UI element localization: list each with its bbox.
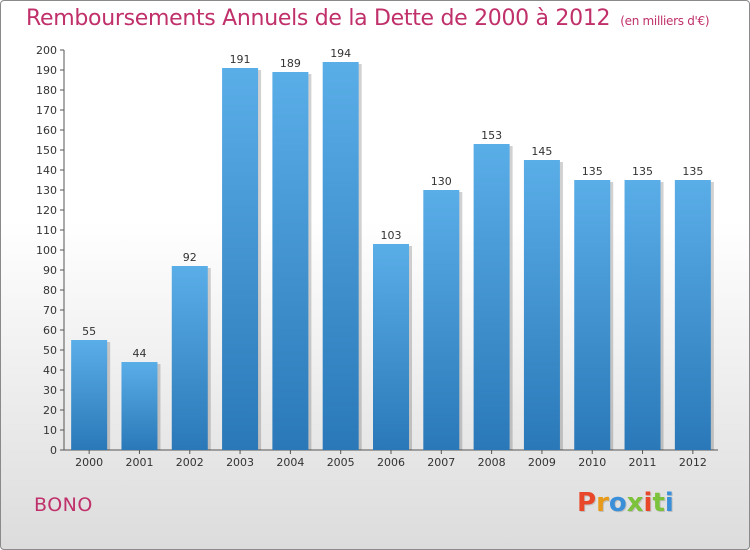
bar-value-label: 92 [183, 251, 197, 264]
bar [322, 62, 359, 450]
bar [272, 72, 309, 450]
logo-letter: i [664, 488, 674, 518]
y-tick-label: 200 [36, 44, 57, 57]
logo-letter: x [626, 488, 644, 518]
bar-value-label: 103 [381, 229, 402, 242]
x-tick-label: 2006 [377, 456, 405, 469]
x-tick-label: 2001 [125, 456, 153, 469]
commune-name: BONO [34, 494, 93, 516]
bar-value-label: 153 [481, 129, 502, 142]
y-tick-label: 30 [43, 384, 57, 397]
bar [121, 362, 158, 450]
bar-value-label: 130 [431, 175, 452, 188]
bar [523, 160, 560, 450]
bar-value-label: 189 [280, 57, 301, 70]
logo-letter: t [652, 488, 665, 518]
x-tick-label: 2004 [276, 456, 304, 469]
y-axis: 0 10 20 30 40 50 60 70 80 90 100 110 120 130 140 150 160… [36, 44, 65, 457]
bar [71, 340, 108, 450]
y-tick-label: 130 [36, 184, 57, 197]
y-tick-label: 10 [43, 424, 57, 437]
x-tick-label: 2012 [679, 456, 707, 469]
y-tick-label: 170 [36, 104, 57, 117]
chart-title: Remboursements Annuels de la Dette de 20… [26, 6, 710, 31]
y-tick-label: 100 [36, 244, 57, 257]
bar-value-label: 55 [82, 325, 96, 338]
y-tick-label: 180 [36, 84, 57, 97]
x-axis: 2000 2001 2002 2003 2004 2005 2006 2007 2008 2009… [64, 449, 718, 469]
chart-subtitle: (en milliers d'€) [620, 14, 710, 28]
y-tick-label: 50 [43, 344, 57, 357]
bar-value-label: 44 [132, 347, 146, 360]
y-tick-label: 0 [50, 444, 57, 457]
x-tick-label: 2010 [578, 456, 606, 469]
y-tick-label: 90 [43, 264, 57, 277]
chart-title-text: Remboursements Annuels de la Dette de 20… [26, 6, 611, 31]
bar [222, 68, 259, 450]
y-tick-label: 150 [36, 144, 57, 157]
logo-letter: r [596, 488, 609, 518]
y-tick-label: 110 [36, 224, 57, 237]
bar [624, 180, 661, 450]
logo-letter: o [608, 488, 627, 518]
x-tick-label: 2011 [629, 456, 657, 469]
bar [373, 244, 409, 450]
y-tick-label: 160 [36, 124, 57, 137]
y-tick-label: 120 [36, 204, 57, 217]
x-tick-label: 2009 [528, 456, 556, 469]
bar [171, 266, 208, 450]
bar-value-label: 145 [531, 145, 552, 158]
y-tick-label: 80 [43, 284, 57, 297]
x-tick-label: 2007 [427, 456, 455, 469]
bar-value-label: 135 [582, 165, 603, 178]
bar [674, 180, 711, 450]
y-tick-label: 70 [43, 304, 57, 317]
bar [574, 180, 611, 450]
x-tick-label: 2000 [75, 456, 103, 469]
bar [423, 190, 460, 450]
y-tick-label: 140 [36, 164, 57, 177]
x-tick-label: 2002 [176, 456, 204, 469]
y-tick-label: 190 [36, 64, 57, 77]
x-tick-label: 2005 [327, 456, 355, 469]
x-tick-label: 2003 [226, 456, 254, 469]
bar-value-label: 191 [230, 53, 251, 66]
bar-value-label: 194 [330, 47, 351, 60]
proxiti-logo: Proxiti [577, 488, 674, 518]
logo-letter: i [643, 488, 653, 518]
logo-letter: P [577, 488, 597, 518]
x-tick-label: 2008 [478, 456, 506, 469]
bar-value-label: 135 [632, 165, 653, 178]
bar [473, 144, 510, 450]
bar-value-label: 135 [682, 165, 703, 178]
y-tick-label: 40 [43, 364, 57, 377]
y-tick-label: 60 [43, 324, 57, 337]
y-tick-label: 20 [43, 404, 57, 417]
bars: 55 44 92 191 189 194 103 130 153 145 135 135 135 [71, 47, 714, 450]
